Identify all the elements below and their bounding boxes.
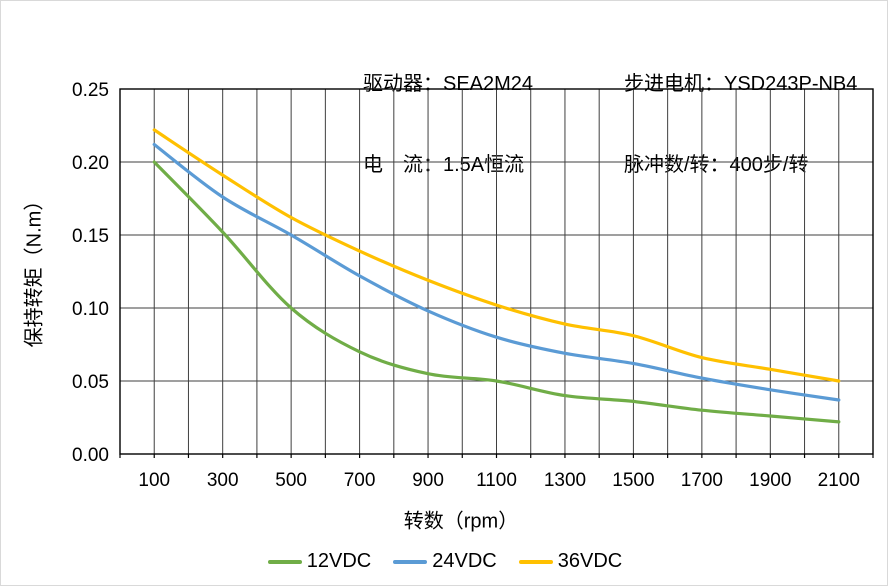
y-tick-label: 0.20 [72,153,109,174]
legend-label: 24VDC [432,550,497,572]
legend-line-12vdc [267,559,302,564]
y-tick-label: 0.25 [72,80,109,101]
header-current-line: 电 流：1.5A恒流 [363,154,525,176]
x-axis-title: 转数（rpm） [403,510,519,533]
header-pulses-line: 脉冲数/转：400步/转 [624,154,809,176]
y-tick-label: 0.10 [72,299,109,320]
x-tick-label: 100 [138,470,170,491]
x-tick-label: 700 [344,470,376,491]
x-tick-label: 1100 [476,470,517,491]
y-axis-title: 保持转矩（N.m） [23,190,46,348]
legend-item-36vdc: 36VDC [518,550,623,573]
y-tick-label: 0.15 [72,226,109,247]
x-tick-label: 2100 [818,470,860,491]
x-tick-label: 500 [275,470,307,491]
y-tick-label: 0.05 [72,372,109,393]
x-tick-label: 900 [412,470,444,491]
legend: 12VDC 24VDC 36VDC [1,550,888,573]
x-tick-label: 1300 [544,470,586,491]
curve-24vdc [152,142,841,402]
x-tick-label: 1900 [749,470,791,491]
legend-line-24vdc [393,559,428,564]
x-tick-label: 300 [207,470,239,491]
legend-label: 36VDC [557,550,623,572]
legend-line-36vdc [518,559,553,564]
legend-item-24vdc: 24VDC [393,550,497,573]
curve-12vdc [152,160,841,424]
y-tick-label: 0.00 [72,445,109,466]
curve-36vdc [152,128,841,383]
legend-label: 12VDC [306,550,372,572]
x-tick-label: 1500 [612,470,654,491]
x-tick-label: 1700 [681,470,723,491]
legend-item-12vdc: 12VDC [267,550,372,573]
